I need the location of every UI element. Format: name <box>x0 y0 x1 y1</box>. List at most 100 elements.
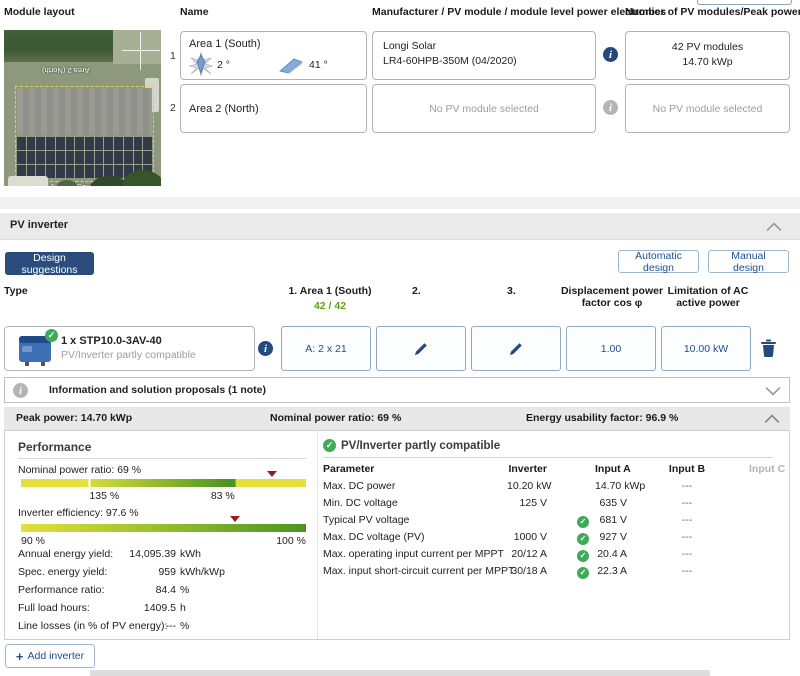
compat-col-parameter: Parameter <box>323 463 375 475</box>
area3-config-box[interactable] <box>471 326 561 371</box>
pv-module-cell <box>114 137 123 150</box>
cos-phi-value: 1.00 <box>600 342 622 355</box>
compat-header-row: Parameter Inverter Input A Input B Input… <box>323 463 785 480</box>
pv-module-cell <box>143 151 152 164</box>
pv-module-cell <box>26 137 36 150</box>
row-check-icon: ✓ <box>577 566 589 579</box>
pv-module-cell <box>26 165 36 178</box>
ac-limit-box[interactable]: 10.00 kW <box>661 326 751 371</box>
info-icon: i <box>13 383 28 398</box>
inverter-info-icon[interactable]: i <box>258 341 273 356</box>
map-area-outline <box>15 86 154 182</box>
row-check-icon: ✓ <box>577 549 589 562</box>
area1-azimuth-value: 2 ° <box>217 59 230 71</box>
column-header-name: Name <box>180 6 209 18</box>
divider <box>323 457 773 458</box>
horizontal-scrollbar[interactable] <box>90 670 710 676</box>
tilt-panel-icon <box>279 58 303 74</box>
compat-row: Max. input short-circuit current per MPP… <box>323 565 693 579</box>
area2-info-icon[interactable]: i <box>603 100 618 115</box>
area2-name-box[interactable]: Area 2 (North) <box>180 84 367 133</box>
area1-module-box[interactable]: Longi Solar LR4-60HPB-350M (04/2020) <box>372 31 596 80</box>
bar-tick: 100 % <box>276 535 306 547</box>
section-divider <box>0 197 800 209</box>
details-panel: Performance Nominal power ratio: 69 % 13… <box>4 430 790 640</box>
bar-marker <box>266 471 277 477</box>
column-header-number: Number of PV modules/Peak power <box>625 6 800 18</box>
area1-name: Area 1 (South) <box>189 38 261 50</box>
collapse-chevron-up-icon[interactable] <box>766 222 782 232</box>
pv-module-cell <box>46 137 55 150</box>
manual-design-button[interactable]: Manual design <box>708 250 789 274</box>
pv-module-cell <box>123 165 133 178</box>
compatibility-title: PV/Inverter partly compatible <box>341 440 501 452</box>
area1-number-box[interactable]: 42 PV modules 14.70 kWp <box>625 31 790 80</box>
pv-module-cell <box>114 165 123 178</box>
inverter-device-image <box>19 336 51 366</box>
area2-number-box[interactable]: No PV module selected <box>625 84 790 133</box>
pv-module-cell <box>65 165 75 178</box>
cos-phi-box[interactable]: 1.00 <box>566 326 656 371</box>
collapse-chevron-up-icon[interactable] <box>764 414 780 424</box>
inverter-efficiency-bar: 90 % 100 % <box>21 516 306 547</box>
edit-pencil-icon <box>415 342 427 355</box>
area2-module-placeholder: No PV module selected <box>429 102 539 115</box>
stat-row: Full load hours: 1409.5 h <box>18 602 186 614</box>
inverter-type-box[interactable]: ✓ 1 x STP10.0-3AV-40 PV/Inverter partly … <box>4 326 255 371</box>
expand-chevron-down-icon[interactable] <box>765 386 781 396</box>
design-suggestions-button[interactable]: Design suggestions <box>5 252 94 276</box>
pv-module-cell <box>133 151 143 164</box>
map-house <box>8 176 48 186</box>
map-label-area2: Area 2 (North) <box>42 66 90 75</box>
bar-tick: 83 % <box>210 490 235 502</box>
area1-info-icon[interactable]: i <box>603 47 618 62</box>
area2-config-box[interactable] <box>376 326 466 371</box>
compat-col-input-b: Input B <box>668 463 706 475</box>
pv-module-cell <box>143 137 152 150</box>
area1-name-box[interactable]: Area 1 (South) 2 ° 41 ° <box>180 31 367 80</box>
col-2: 2. <box>412 285 421 297</box>
pv-module-cell <box>85 137 94 150</box>
pv-module-cell <box>17 151 26 164</box>
compat-col-input-a: Input A <box>595 463 631 475</box>
pv-module-cell <box>65 137 75 150</box>
summary-bar[interactable]: Peak power: 14.70 kWp Nominal power rati… <box>4 407 790 430</box>
compat-row: Typical PV voltage ✓ 681 V --- <box>323 514 693 528</box>
col-type: Type <box>4 285 28 297</box>
inverter-ok-badge-icon: ✓ <box>45 329 58 342</box>
pv-inverter-section-header[interactable]: PV inverter <box>0 213 800 240</box>
summary-peak-power: Peak power: 14.70 kWp <box>16 412 133 424</box>
area1-string-config: A: 2 x 21 <box>305 342 347 355</box>
map-tree <box>88 176 128 186</box>
edit-pencil-icon <box>510 342 522 355</box>
area1-string-config-box[interactable]: A: 2 x 21 <box>281 326 371 371</box>
compat-col-input-c: Input C <box>749 463 786 475</box>
pv-module-cell <box>94 165 104 178</box>
column-header-module-layout: Module layout <box>4 6 75 18</box>
map-crosshair <box>140 32 141 70</box>
pv-module-cell <box>104 137 114 150</box>
pv-module-cell <box>55 137 65 150</box>
area2-number-placeholder: No PV module selected <box>652 102 763 115</box>
inverter-efficiency-label: Inverter efficiency: 97.6 % <box>18 507 139 519</box>
information-proposals-label: Information and solution proposals (1 no… <box>49 384 266 396</box>
summary-energy-usability: Energy usability factor: 96.9 % <box>526 412 679 424</box>
pv-module-cell <box>36 165 46 178</box>
module-layout-map[interactable]: Area 2 (North) Area 1 (South) <box>4 30 161 186</box>
add-inverter-button[interactable]: + Add inverter <box>5 644 95 668</box>
information-proposals-bar[interactable]: i Information and solution proposals (1 … <box>4 377 790 403</box>
automatic-design-button[interactable]: Automatic design <box>618 250 699 274</box>
inverter-compatibility-note: PV/Inverter partly compatible <box>61 349 196 361</box>
area2-module-box[interactable]: No PV module selected <box>372 84 596 133</box>
pv-module-cell <box>114 151 123 164</box>
delete-inverter-trash-icon[interactable] <box>760 338 777 357</box>
map-pv-module-grid <box>17 137 152 178</box>
bar-marker <box>229 516 240 522</box>
cutoff-button[interactable] <box>697 0 792 5</box>
pv-module-cell <box>75 137 84 150</box>
area1-manufacturer: Longi Solar <box>383 40 437 52</box>
pv-module-cell <box>75 165 84 178</box>
compat-row: Min. DC voltage 125 V 635 V --- <box>323 497 693 509</box>
map-bush <box>56 180 78 186</box>
